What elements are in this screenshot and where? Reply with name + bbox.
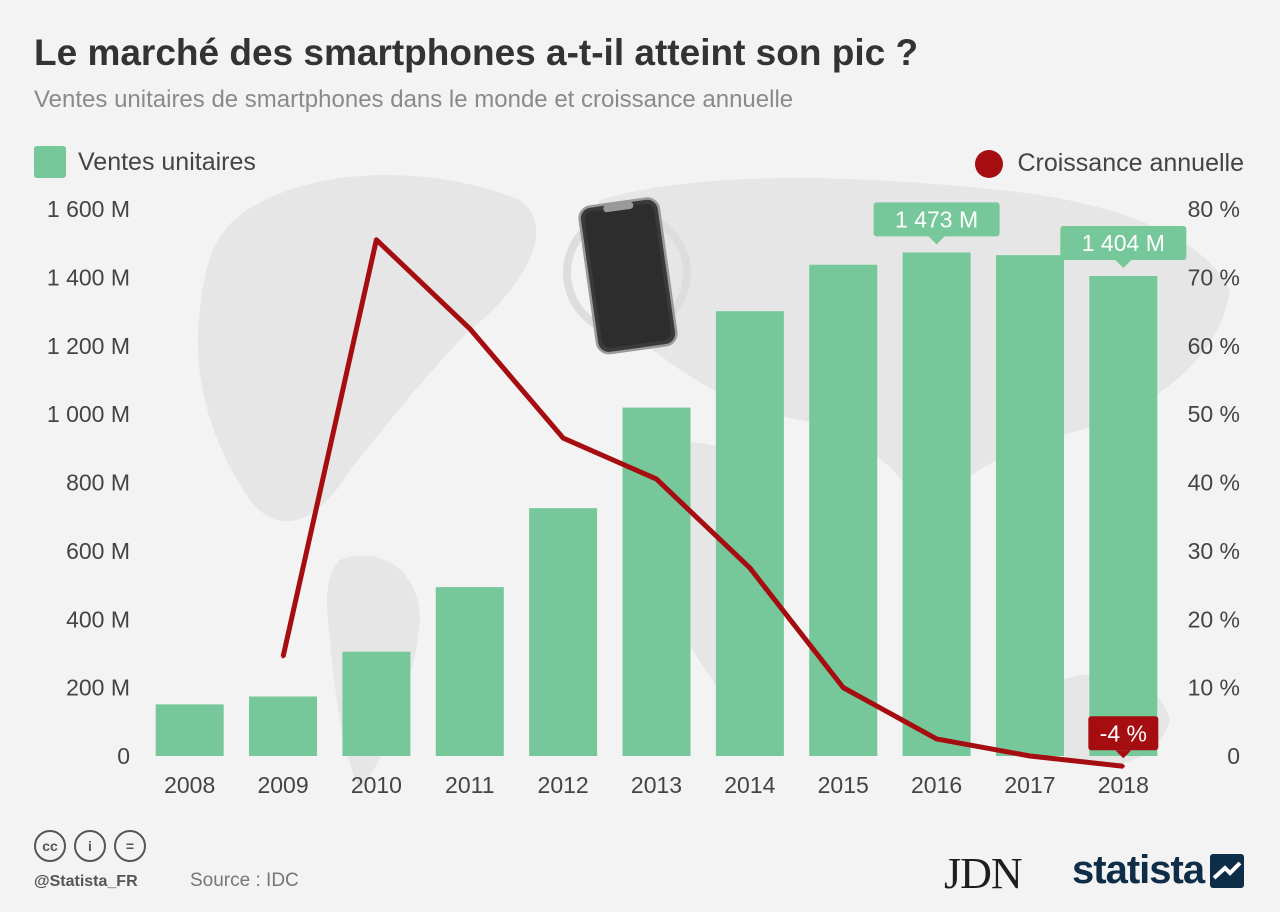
line-point <box>1121 764 1125 768</box>
bar <box>715 311 784 756</box>
legend-swatch-bars <box>34 146 66 178</box>
callout-box <box>1088 716 1159 751</box>
line-point <box>561 436 565 440</box>
x-axis-tick-label: 2008 <box>164 772 215 798</box>
left-axis-tick-label: 200 M <box>66 675 130 701</box>
right-axis-tick-label: 80 % <box>1188 196 1240 222</box>
x-axis-tick-label: 2012 <box>538 772 589 798</box>
x-axis-tick-label: 2018 <box>1098 772 1149 798</box>
bar <box>435 587 504 756</box>
left-axis-tick-label: 0 <box>117 743 130 769</box>
callout: -4 % <box>1088 716 1159 759</box>
callout-pointer <box>1115 750 1132 759</box>
smartphone-icon <box>563 197 691 355</box>
bar <box>809 264 878 756</box>
x-axis-tick-label: 2010 <box>351 772 402 798</box>
chart-subtitle: Ventes unitaires de smartphones dans le … <box>34 86 794 113</box>
callout: 1 404 M <box>1060 226 1187 269</box>
callout-label: 1 404 M <box>1082 230 1165 256</box>
callout-box <box>873 202 1000 237</box>
bar <box>1089 276 1158 756</box>
line-point <box>841 686 845 690</box>
callout: 1 473 M <box>873 202 1000 245</box>
callout-label: -4 % <box>1100 720 1147 746</box>
line-point <box>374 238 378 242</box>
x-axis-tick-label: 2013 <box>631 772 682 798</box>
jdn-logo: JDN <box>944 849 1023 898</box>
left-axis-tick-label: 800 M <box>66 470 130 496</box>
legend-item-line: Croissance annuelle <box>975 149 1244 178</box>
legend-item-bars: Ventes unitaires <box>34 146 256 178</box>
left-axis: 0 200 M 400 M 600 M 800 M 1 000 M 1 200 M 1 400… <box>47 196 130 769</box>
right-axis-tick-label: 10 % <box>1188 675 1240 701</box>
license-icons: cc i = <box>34 830 146 862</box>
attribution-icon: i <box>74 830 106 862</box>
right-axis-tick-label: 40 % <box>1188 470 1240 496</box>
social-handle: @Statista_FR <box>34 873 138 890</box>
x-axis-tick-label: 2011 <box>445 772 494 798</box>
line-point <box>655 477 658 481</box>
callout-pointer <box>928 236 945 245</box>
x-axis-tick-label: 2014 <box>724 772 775 798</box>
right-axis-tick-label: 50 % <box>1188 401 1240 427</box>
line-point <box>748 566 752 570</box>
creative-commons-icon: cc <box>34 830 66 862</box>
x-axis-tick-label: 2015 <box>818 772 869 798</box>
x-axis-tick-label: 2009 <box>257 772 308 798</box>
line-point <box>1028 754 1032 758</box>
x-axis-tick-label: 2016 <box>911 772 962 798</box>
left-axis-tick-label: 600 M <box>66 538 130 564</box>
bar <box>529 508 598 756</box>
line-point <box>468 327 472 331</box>
line-point <box>935 737 939 741</box>
bar <box>622 407 691 756</box>
bar-series <box>155 252 1158 756</box>
statista-mark-icon <box>1210 853 1245 888</box>
bar <box>902 252 971 756</box>
legend-label-bars: Ventes unitaires <box>78 147 256 176</box>
legend-swatch-line <box>975 149 1004 178</box>
line-series <box>280 237 1125 769</box>
bar <box>249 696 318 756</box>
left-axis-tick-label: 1 000 M <box>47 401 130 427</box>
x-axis: 2008 2009 2010 2011 2012 2013 2014 2015 2016 2017… <box>164 772 1149 798</box>
right-axis-tick-label: 70 % <box>1188 264 1240 290</box>
left-axis-tick-label: 1 200 M <box>47 333 130 359</box>
callout-pointer <box>1115 260 1132 269</box>
legend-label-line: Croissance annuelle <box>1017 149 1244 177</box>
bar <box>995 255 1064 756</box>
bar <box>155 704 224 756</box>
statista-logo: statista <box>1072 848 1245 893</box>
callout-label: 1 473 M <box>895 206 978 232</box>
growth-line <box>280 237 1124 769</box>
chart-title: Le marché des smartphones a-t-il atteint… <box>34 32 919 73</box>
right-axis-tick-label: 20 % <box>1188 606 1240 632</box>
right-axis: 0 10 % 20 % 30 % 40 % 50 % 60 % 70 % 80 % <box>1188 196 1240 769</box>
x-axis-tick-label: 2017 <box>1004 772 1055 798</box>
data-callouts: 1 473 M 1 404 M -4 % <box>873 202 1187 759</box>
right-axis-tick-label: 0 <box>1227 743 1240 769</box>
no-derivatives-icon: = <box>114 830 146 862</box>
line-point <box>281 655 285 659</box>
left-axis-tick-label: 1 400 M <box>47 264 130 290</box>
right-axis-tick-label: 60 % <box>1188 333 1240 359</box>
left-axis-tick-label: 400 M <box>66 606 130 632</box>
statista-wordmark: statista <box>1072 848 1205 892</box>
callout-box <box>1060 226 1187 261</box>
source-note: Source : IDC <box>190 870 299 891</box>
bar <box>342 651 411 756</box>
right-axis-tick-label: 30 % <box>1188 538 1240 564</box>
left-axis-tick-label: 1 600 M <box>47 196 130 222</box>
